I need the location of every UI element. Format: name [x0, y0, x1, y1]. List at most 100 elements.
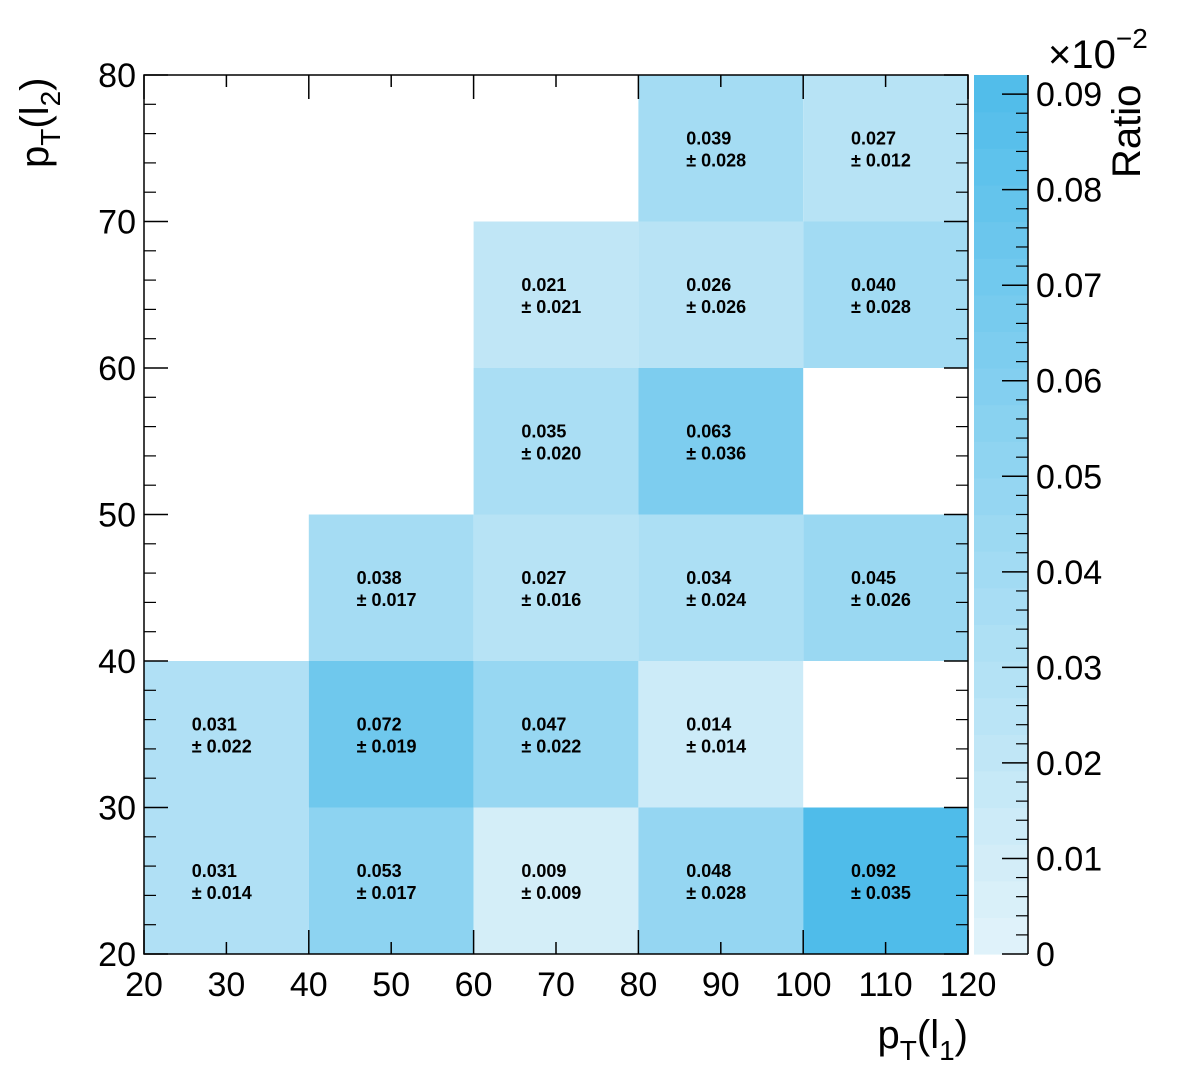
y-tick-label: 70 [98, 204, 136, 242]
heatmap-cell [803, 221, 968, 368]
heatmap-cell [308, 514, 474, 661]
cell-error-label: ± 0.026 [686, 297, 746, 317]
colorbar-band [974, 734, 1028, 772]
cell-value-label: 0.053 [357, 861, 402, 881]
cell-value-label: 0.027 [521, 568, 566, 588]
colorbar-band [974, 661, 1028, 699]
cell-error-label: ± 0.017 [357, 590, 417, 610]
cell-error-label: ± 0.036 [686, 443, 746, 463]
x-tick-label: 20 [125, 966, 163, 1004]
cell-value-label: 0.034 [686, 568, 731, 588]
cell-error-label: ± 0.022 [521, 736, 581, 756]
x-tick-label: 70 [537, 966, 575, 1004]
cell-value-label: 0.040 [851, 275, 896, 295]
cell-error-label: ± 0.019 [357, 736, 417, 756]
x-tick-label: 60 [455, 966, 493, 1004]
colorbar-band [974, 111, 1028, 149]
colorbar: 0 0.01 0.02 0.03 0.04 0.05 0.06 0.07 0.08 0.09 [974, 75, 1102, 974]
cell-value-label: 0.063 [686, 421, 731, 441]
colorbar-band [974, 441, 1028, 479]
y-tick-label: 40 [98, 643, 136, 681]
colorbar-band [974, 551, 1028, 589]
heatmap-cell [144, 661, 309, 808]
heatmap-cell [803, 75, 968, 222]
heatmap-cell [638, 807, 804, 954]
x-tick-label: 40 [290, 966, 328, 1004]
cell-value-label: 0.027 [851, 128, 896, 148]
cell-value-label: 0.009 [521, 861, 566, 881]
x-axis-ticks: 20 30 40 50 60 70 80 90 100 110 120 [125, 75, 996, 1004]
heatmap-cells [144, 75, 968, 954]
cell-value-label: 0.048 [686, 861, 731, 881]
x-tick-label: 30 [207, 966, 245, 1004]
x-tick-label: 90 [702, 966, 740, 1004]
cell-error-label: ± 0.028 [851, 297, 911, 317]
cell-error-label: ± 0.028 [686, 150, 746, 170]
x-tick-label: 110 [858, 966, 912, 1004]
colorbar-tick-label: 0.06 [1036, 363, 1102, 401]
heatmap-cell [308, 661, 474, 808]
colorbar-band [974, 221, 1028, 259]
cell-error-label: ± 0.022 [192, 736, 252, 756]
colorbar-band [974, 258, 1028, 296]
colorbar-band [974, 148, 1028, 186]
y-axis-ticks: 20 30 40 50 60 70 80 [98, 57, 968, 974]
cell-value-label: 0.092 [851, 861, 896, 881]
colorbar-band [974, 807, 1028, 845]
y-tick-label: 80 [98, 57, 136, 95]
cell-value-label: 0.038 [357, 568, 402, 588]
heatmap-cell [473, 807, 639, 954]
x-tick-label: 80 [619, 966, 657, 1004]
x-tick-label: 100 [775, 966, 832, 1004]
cell-error-label: ± 0.028 [686, 883, 746, 903]
colorbar-band [974, 917, 1028, 955]
colorbar-tick-label: 0.02 [1036, 745, 1102, 783]
heatmap-cell [638, 221, 804, 368]
colorbar-tick-label: 0.08 [1036, 172, 1102, 210]
colorbar-band [974, 184, 1028, 223]
colorbar-tick-label: 0.04 [1036, 554, 1102, 592]
colorbar-tick-label: 0.03 [1036, 649, 1102, 687]
y-axis-label: pT(l2) [13, 78, 66, 168]
colorbar-tick-label: 0 [1036, 936, 1055, 974]
heatmap-cell [144, 807, 309, 954]
cell-error-label: ± 0.026 [851, 590, 911, 610]
cell-value-label: 0.039 [686, 128, 731, 148]
cell-error-label: ± 0.024 [686, 590, 746, 610]
cell-error-label: ± 0.020 [521, 443, 581, 463]
colorbar-tick-label: 0.05 [1036, 458, 1102, 496]
colorbar-tick-label: 0.07 [1036, 267, 1102, 305]
colorbar-tick-label: 0.09 [1036, 76, 1102, 114]
cell-value-label: 0.031 [192, 714, 237, 734]
heatmap-cell [473, 514, 639, 661]
heatmap-cell [638, 661, 804, 808]
x-tick-label: 120 [940, 966, 997, 1004]
colorbar-band [974, 844, 1028, 882]
heatmap-cell [803, 514, 968, 661]
heatmap-cell [638, 514, 804, 661]
heatmap-cell [473, 661, 639, 808]
cell-error-label: ± 0.016 [521, 590, 581, 610]
colorbar-band [974, 404, 1028, 442]
x-axis-label: pT(l1) [878, 1013, 968, 1066]
cell-value-label: 0.072 [357, 714, 402, 734]
cell-value-label: 0.026 [686, 275, 731, 295]
x-tick-label: 50 [372, 966, 410, 1004]
cell-error-label: ± 0.009 [521, 883, 581, 903]
y-tick-label: 20 [98, 936, 136, 974]
cell-value-label: 0.031 [192, 861, 237, 881]
y-tick-label: 30 [98, 790, 136, 828]
cell-error-label: ± 0.021 [521, 297, 581, 317]
cell-error-label: ± 0.012 [851, 150, 911, 170]
colorbar-band [974, 880, 1028, 918]
colorbar-band [974, 697, 1028, 735]
cell-value-label: 0.021 [521, 275, 566, 295]
cell-value-label: 0.045 [851, 568, 896, 588]
colorbar-band [974, 477, 1028, 516]
cell-error-label: ± 0.017 [357, 883, 417, 903]
colorbar-band [974, 368, 1028, 406]
cell-error-label: ± 0.014 [192, 883, 252, 903]
cell-error-label: ± 0.014 [686, 736, 746, 756]
